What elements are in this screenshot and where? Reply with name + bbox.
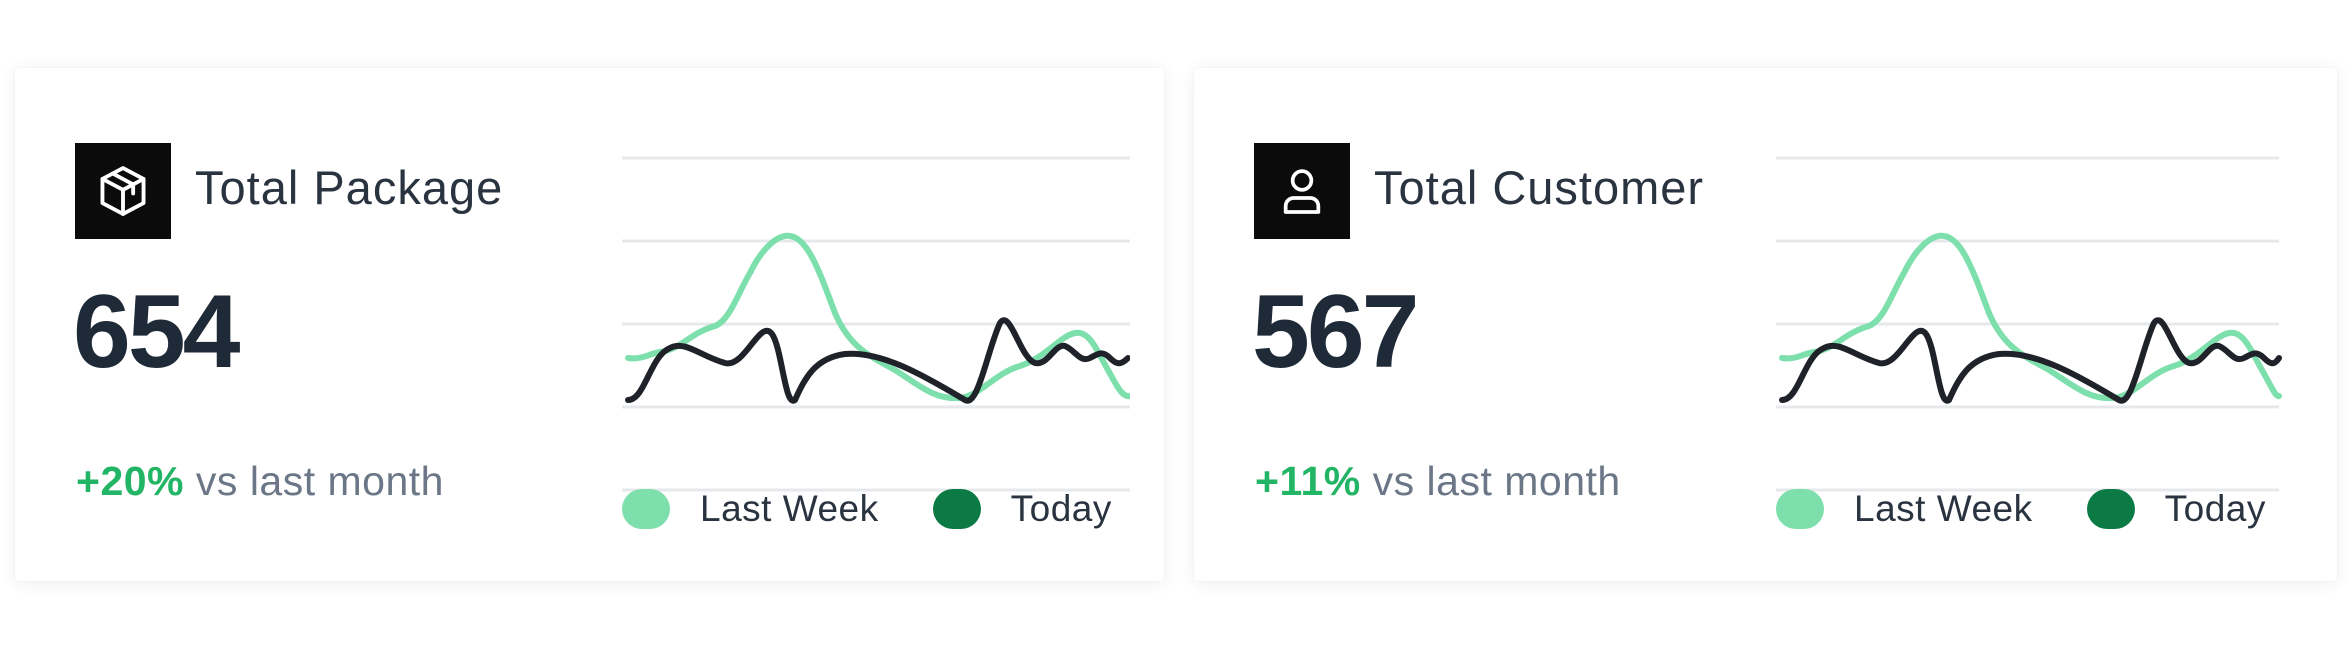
stat-card-total-package[interactable]: Total Package 654 +20% vs last month Las… [15, 68, 1164, 581]
card-title: Total Customer [1374, 161, 1705, 214]
change-suffix: vs last month [195, 458, 444, 504]
stat-value: 567 [1252, 274, 1420, 390]
chart-legend: Last Week Today [1776, 485, 2266, 533]
legend-swatch-today [2086, 489, 2135, 529]
user-icon-box [1254, 143, 1350, 239]
package-icon [100, 166, 146, 216]
sparkline-chart [622, 156, 1130, 492]
package-icon-box [75, 143, 171, 239]
change-suffix: vs last month [1372, 458, 1621, 504]
series-today [1779, 317, 2282, 404]
chart-grid [622, 156, 1130, 492]
chart-legend: Last Week Today [622, 485, 1112, 533]
legend-swatch-today [932, 489, 981, 529]
series-last-week [1779, 232, 2282, 402]
legend-label-last-week: Last Week [700, 488, 879, 529]
series-today [625, 317, 1130, 404]
change-indicator: +20% vs last month [76, 458, 444, 505]
change-percent: +11% [1255, 458, 1361, 504]
change-indicator: +11% vs last month [1255, 458, 1621, 505]
series-last-week [625, 232, 1130, 402]
chart-grid [1776, 156, 2279, 492]
legend-label-last-week: Last Week [1854, 488, 2033, 529]
change-percent: +20% [76, 458, 185, 504]
sparkline-chart [1776, 156, 2282, 492]
legend-swatch-last-week [622, 489, 670, 529]
stat-card-total-customer[interactable]: Total Customer 567 +11% vs last month La… [1194, 68, 2337, 581]
user-icon [1283, 169, 1321, 214]
card-title: Total Package [195, 161, 504, 214]
legend-label-today: Today [2164, 488, 2266, 529]
stat-value: 654 [73, 274, 241, 390]
legend-swatch-last-week [1776, 489, 1824, 529]
legend-label-today: Today [1010, 488, 1112, 529]
